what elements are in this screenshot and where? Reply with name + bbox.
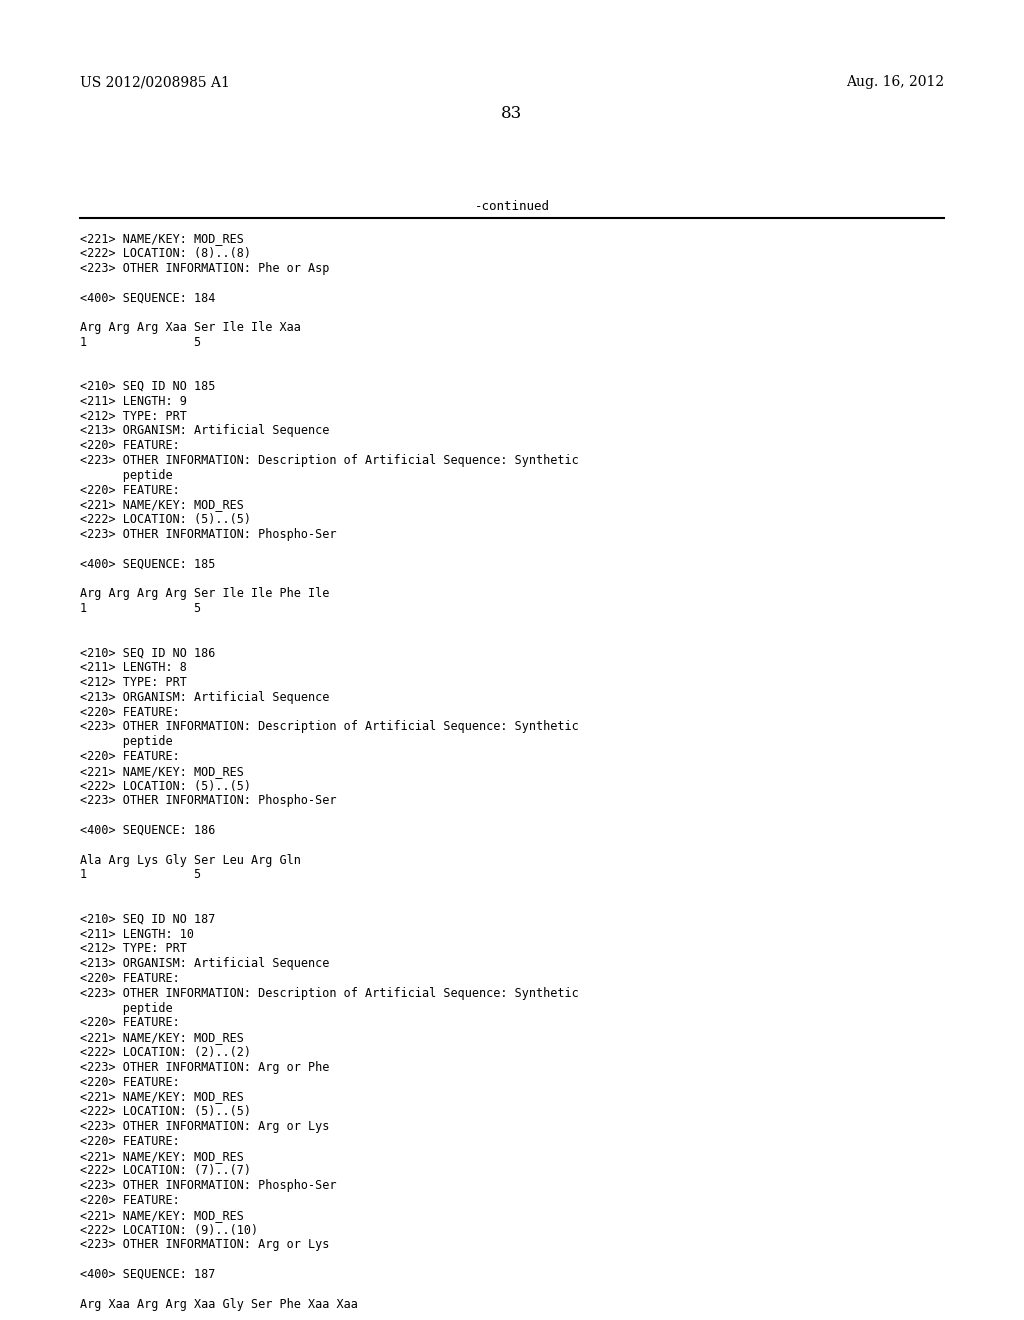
Text: <210> SEQ ID NO 187: <210> SEQ ID NO 187 bbox=[80, 913, 215, 925]
Text: Arg Xaa Arg Arg Xaa Gly Ser Phe Xaa Xaa: Arg Xaa Arg Arg Xaa Gly Ser Phe Xaa Xaa bbox=[80, 1298, 357, 1311]
Text: <210> SEQ ID NO 186: <210> SEQ ID NO 186 bbox=[80, 647, 215, 660]
Text: <210> SEQ ID NO 185: <210> SEQ ID NO 185 bbox=[80, 380, 215, 393]
Text: <223> OTHER INFORMATION: Arg or Phe: <223> OTHER INFORMATION: Arg or Phe bbox=[80, 1061, 330, 1073]
Text: <220> FEATURE:: <220> FEATURE: bbox=[80, 1135, 180, 1148]
Text: <220> FEATURE:: <220> FEATURE: bbox=[80, 1016, 180, 1030]
Text: <211> LENGTH: 9: <211> LENGTH: 9 bbox=[80, 395, 186, 408]
Text: 83: 83 bbox=[502, 106, 522, 121]
Text: Ala Arg Lys Gly Ser Leu Arg Gln: Ala Arg Lys Gly Ser Leu Arg Gln bbox=[80, 854, 301, 867]
Text: <222> LOCATION: (9)..(10): <222> LOCATION: (9)..(10) bbox=[80, 1224, 258, 1237]
Text: <400> SEQUENCE: 187: <400> SEQUENCE: 187 bbox=[80, 1269, 215, 1280]
Text: Arg Arg Arg Xaa Ser Ile Ile Xaa: Arg Arg Arg Xaa Ser Ile Ile Xaa bbox=[80, 321, 301, 334]
Text: peptide: peptide bbox=[80, 469, 173, 482]
Text: peptide: peptide bbox=[80, 1002, 173, 1015]
Text: <221> NAME/KEY: MOD_RES: <221> NAME/KEY: MOD_RES bbox=[80, 1150, 244, 1163]
Text: <222> LOCATION: (7)..(7): <222> LOCATION: (7)..(7) bbox=[80, 1164, 251, 1177]
Text: <221> NAME/KEY: MOD_RES: <221> NAME/KEY: MOD_RES bbox=[80, 764, 244, 777]
Text: Aug. 16, 2012: Aug. 16, 2012 bbox=[846, 75, 944, 88]
Text: <220> FEATURE:: <220> FEATURE: bbox=[80, 750, 180, 763]
Text: <222> LOCATION: (2)..(2): <222> LOCATION: (2)..(2) bbox=[80, 1045, 251, 1059]
Text: <211> LENGTH: 8: <211> LENGTH: 8 bbox=[80, 661, 186, 675]
Text: <223> OTHER INFORMATION: Phospho-Ser: <223> OTHER INFORMATION: Phospho-Ser bbox=[80, 1179, 337, 1192]
Text: <213> ORGANISM: Artificial Sequence: <213> ORGANISM: Artificial Sequence bbox=[80, 690, 330, 704]
Text: <222> LOCATION: (5)..(5): <222> LOCATION: (5)..(5) bbox=[80, 780, 251, 792]
Text: <223> OTHER INFORMATION: Description of Artificial Sequence: Synthetic: <223> OTHER INFORMATION: Description of … bbox=[80, 454, 579, 467]
Text: <222> LOCATION: (5)..(5): <222> LOCATION: (5)..(5) bbox=[80, 513, 251, 527]
Text: US 2012/0208985 A1: US 2012/0208985 A1 bbox=[80, 75, 229, 88]
Text: <220> FEATURE:: <220> FEATURE: bbox=[80, 972, 180, 985]
Text: 1               5: 1 5 bbox=[80, 869, 201, 882]
Text: <220> FEATURE:: <220> FEATURE: bbox=[80, 1076, 180, 1089]
Text: <221> NAME/KEY: MOD_RES: <221> NAME/KEY: MOD_RES bbox=[80, 499, 244, 511]
Text: <223> OTHER INFORMATION: Phe or Asp: <223> OTHER INFORMATION: Phe or Asp bbox=[80, 261, 330, 275]
Text: 1               5: 1 5 bbox=[80, 335, 201, 348]
Text: <400> SEQUENCE: 186: <400> SEQUENCE: 186 bbox=[80, 824, 215, 837]
Text: <221> NAME/KEY: MOD_RES: <221> NAME/KEY: MOD_RES bbox=[80, 1209, 244, 1222]
Text: <212> TYPE: PRT: <212> TYPE: PRT bbox=[80, 409, 186, 422]
Text: 1               5: 1 5 bbox=[80, 602, 201, 615]
Text: <223> OTHER INFORMATION: Description of Artificial Sequence: Synthetic: <223> OTHER INFORMATION: Description of … bbox=[80, 987, 579, 999]
Text: <220> FEATURE:: <220> FEATURE: bbox=[80, 1195, 180, 1206]
Text: <220> FEATURE:: <220> FEATURE: bbox=[80, 440, 180, 453]
Text: <213> ORGANISM: Artificial Sequence: <213> ORGANISM: Artificial Sequence bbox=[80, 957, 330, 970]
Text: <400> SEQUENCE: 184: <400> SEQUENCE: 184 bbox=[80, 292, 215, 304]
Text: <222> LOCATION: (5)..(5): <222> LOCATION: (5)..(5) bbox=[80, 1105, 251, 1118]
Text: -continued: -continued bbox=[474, 201, 550, 213]
Text: <223> OTHER INFORMATION: Description of Artificial Sequence: Synthetic: <223> OTHER INFORMATION: Description of … bbox=[80, 721, 579, 734]
Text: <223> OTHER INFORMATION: Phospho-Ser: <223> OTHER INFORMATION: Phospho-Ser bbox=[80, 795, 337, 808]
Text: <400> SEQUENCE: 185: <400> SEQUENCE: 185 bbox=[80, 557, 215, 570]
Text: <223> OTHER INFORMATION: Phospho-Ser: <223> OTHER INFORMATION: Phospho-Ser bbox=[80, 528, 337, 541]
Text: <212> TYPE: PRT: <212> TYPE: PRT bbox=[80, 676, 186, 689]
Text: <223> OTHER INFORMATION: Arg or Lys: <223> OTHER INFORMATION: Arg or Lys bbox=[80, 1119, 330, 1133]
Text: peptide: peptide bbox=[80, 735, 173, 748]
Text: <212> TYPE: PRT: <212> TYPE: PRT bbox=[80, 942, 186, 956]
Text: <220> FEATURE:: <220> FEATURE: bbox=[80, 483, 180, 496]
Text: <223> OTHER INFORMATION: Arg or Lys: <223> OTHER INFORMATION: Arg or Lys bbox=[80, 1238, 330, 1251]
Text: <222> LOCATION: (8)..(8): <222> LOCATION: (8)..(8) bbox=[80, 247, 251, 260]
Text: <211> LENGTH: 10: <211> LENGTH: 10 bbox=[80, 928, 194, 941]
Text: <213> ORGANISM: Artificial Sequence: <213> ORGANISM: Artificial Sequence bbox=[80, 425, 330, 437]
Text: <221> NAME/KEY: MOD_RES: <221> NAME/KEY: MOD_RES bbox=[80, 1090, 244, 1104]
Text: Arg Arg Arg Arg Ser Ile Ile Phe Ile: Arg Arg Arg Arg Ser Ile Ile Phe Ile bbox=[80, 587, 330, 601]
Text: <221> NAME/KEY: MOD_RES: <221> NAME/KEY: MOD_RES bbox=[80, 1031, 244, 1044]
Text: <221> NAME/KEY: MOD_RES: <221> NAME/KEY: MOD_RES bbox=[80, 232, 244, 246]
Text: <220> FEATURE:: <220> FEATURE: bbox=[80, 706, 180, 718]
